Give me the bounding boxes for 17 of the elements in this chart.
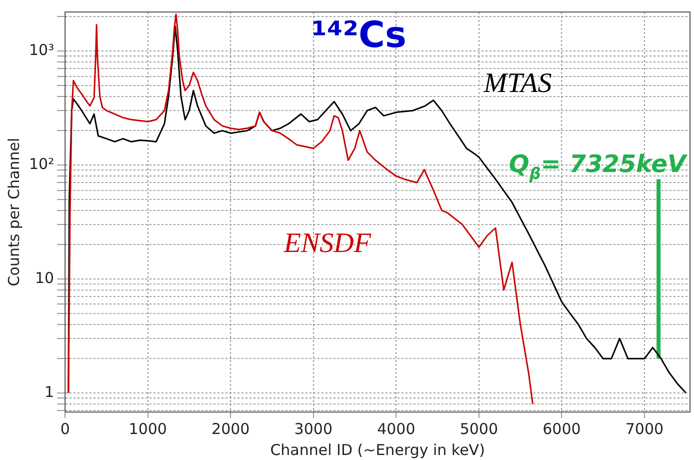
x-tick-label: 0: [60, 420, 70, 438]
text: ENSDF: [282, 228, 372, 259]
x-tick-label: 3000: [294, 420, 332, 438]
x-tick-label: 7000: [625, 420, 664, 438]
x-tick-label: 5000: [460, 420, 498, 438]
y-tick-label: 10³: [28, 40, 54, 59]
x-tick-label: 6000: [542, 420, 581, 438]
y-tick-label: 1: [44, 382, 54, 401]
y-axis-title: Counts per Channel: [4, 138, 23, 286]
x-axis-title: Channel ID (~Energy in keV): [270, 440, 485, 459]
x-tick-label: 1000: [128, 420, 167, 438]
y-tick-label: 10: [35, 268, 54, 287]
chart-title: ¹⁴²Cs: [311, 15, 406, 56]
x-tick-label: 4000: [377, 420, 416, 438]
y-tick-label: 10²: [28, 154, 54, 173]
series-label: MTAS: [482, 68, 552, 99]
x-tick-label: 2000: [212, 420, 250, 438]
